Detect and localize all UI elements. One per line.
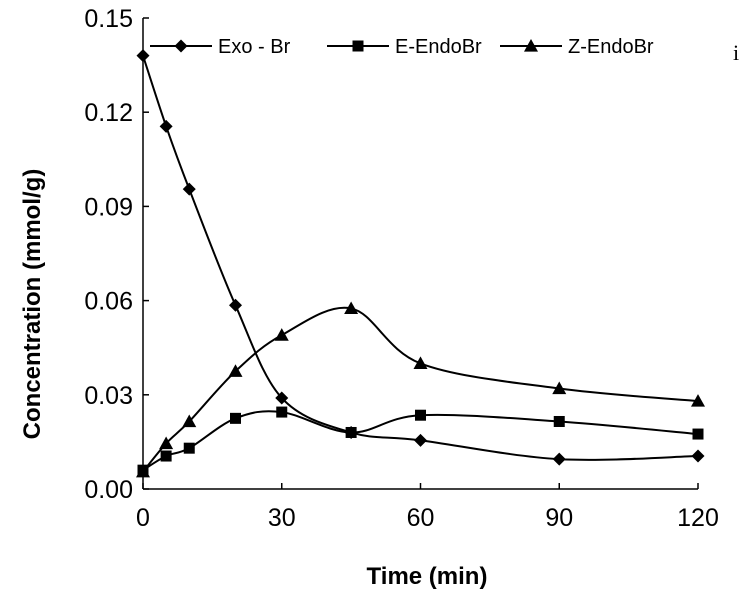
series-exo-br bbox=[136, 49, 705, 466]
data-point-square bbox=[276, 406, 288, 418]
x-tick-label: 60 bbox=[407, 504, 435, 532]
series-line bbox=[142, 306, 699, 473]
data-point-triangle bbox=[552, 381, 567, 395]
data-point-square bbox=[345, 426, 357, 438]
x-axis-title: Time (min) bbox=[367, 563, 488, 590]
legend-label: E-EndoBr bbox=[395, 36, 482, 58]
data-point-square bbox=[160, 450, 172, 462]
legend-marker-square bbox=[352, 40, 364, 52]
data-point-diamond bbox=[414, 433, 427, 447]
data-point-diamond bbox=[552, 452, 566, 466]
corner-note-text: i bbox=[733, 40, 739, 65]
y-tick-label: 0.00 bbox=[84, 476, 133, 504]
series-z-endobr bbox=[136, 301, 705, 478]
data-point-diamond bbox=[275, 391, 289, 405]
legend: Exo - Br E-EndoBr Z-EndoBr bbox=[150, 36, 654, 58]
legend-item: Z-EndoBr bbox=[500, 36, 654, 58]
y-axis-title: Concentration (mmol/g) bbox=[19, 169, 46, 440]
series-line bbox=[142, 55, 699, 461]
data-point-triangle bbox=[344, 301, 359, 315]
axes: 0.00 0.03 0.06 0.09 0.12 0.15 0 30 60 90 120 bbox=[84, 5, 719, 532]
x-tick-label: 30 bbox=[268, 504, 296, 532]
y-tick-label: 0.15 bbox=[84, 5, 133, 33]
legend-item: Exo - Br bbox=[150, 36, 291, 58]
data-point-triangle bbox=[182, 414, 197, 428]
data-point-diamond bbox=[691, 449, 705, 463]
data-point-diamond bbox=[229, 298, 242, 312]
data-point-triangle bbox=[228, 364, 243, 377]
legend-label: Exo - Br bbox=[218, 36, 291, 58]
data-point-square bbox=[183, 442, 195, 454]
y-tick-label: 0.03 bbox=[84, 382, 133, 410]
legend-marker-triangle bbox=[524, 39, 538, 52]
x-tick-label: 90 bbox=[545, 504, 573, 532]
legend-label: Z-EndoBr bbox=[568, 36, 654, 58]
y-tick-label: 0.09 bbox=[84, 193, 133, 221]
data-point-triangle bbox=[413, 356, 428, 369]
data-point-triangle bbox=[274, 328, 289, 341]
data-point-triangle bbox=[136, 464, 150, 478]
y-tick-label: 0.12 bbox=[84, 99, 133, 127]
data-point-diamond bbox=[159, 119, 173, 133]
data-point-square bbox=[415, 409, 426, 421]
data-point-diamond bbox=[182, 182, 196, 196]
data-point-square bbox=[692, 428, 704, 440]
x-tick-label: 120 bbox=[677, 504, 719, 532]
data-point-square bbox=[230, 412, 241, 424]
y-tick-label: 0.06 bbox=[84, 288, 133, 316]
legend-marker-diamond bbox=[174, 39, 188, 53]
data-point-triangle bbox=[691, 394, 705, 407]
series-layer bbox=[136, 49, 705, 478]
x-tick-label: 0 bbox=[136, 504, 150, 532]
data-point-triangle bbox=[159, 436, 174, 450]
data-point-diamond bbox=[136, 49, 150, 63]
data-point-square bbox=[553, 415, 565, 427]
legend-item: E-EndoBr bbox=[327, 36, 482, 58]
